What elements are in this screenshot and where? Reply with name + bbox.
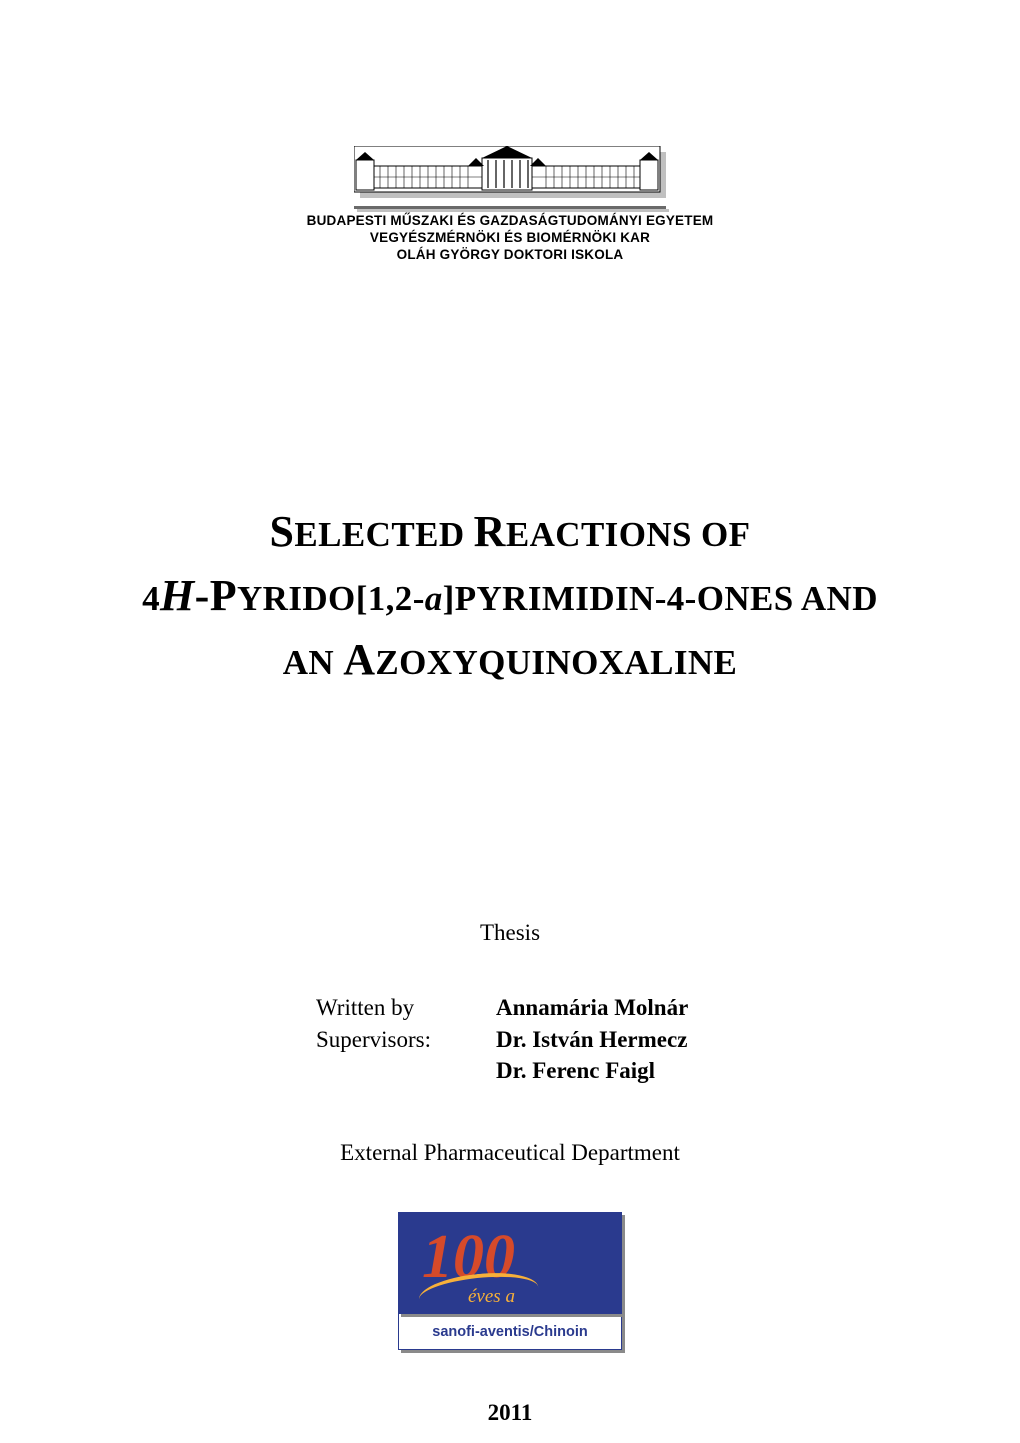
year: 2011 [0, 1400, 1020, 1426]
institution-line2: VEGYÉSZMÉRNÖKI ÉS BIOMÉRNÖKI KAR [0, 230, 1020, 247]
title-line-3: AN AZOXYQUINOXALINE [0, 628, 1020, 692]
anniversary-logo: 100 éves a sanofi-aventis/Chinoin [398, 1212, 622, 1350]
institution-logo [354, 146, 666, 198]
title-line-1: SELECTED REACTIONS OF [0, 500, 1020, 564]
supervisor-1: Dr. István Hermecz [496, 1024, 687, 1056]
written-by-value: Annamária Molnár [496, 992, 688, 1024]
supervisors-label: Supervisors: [316, 1024, 496, 1056]
anniversary-brand-text: sanofi-aventis/Chinoin [432, 1324, 588, 1340]
thesis-label: Thesis [0, 920, 1020, 946]
building-icon [354, 146, 666, 198]
anniversary-bottom-panel: sanofi-aventis/Chinoin [398, 1314, 622, 1350]
anniversary-top-panel: 100 éves a [398, 1212, 622, 1314]
title-block: SELECTED REACTIONS OF 4H-PYRIDO[1,2-a]PY… [0, 500, 1020, 691]
institution-line1: BUDAPESTI MŰSZAKI ÉS GAZDASÁGTUDOMÁNYI E… [0, 213, 1020, 230]
institution-text: BUDAPESTI MŰSZAKI ÉS GAZDASÁGTUDOMÁNYI E… [0, 213, 1020, 264]
anniversary-subtext: éves a [468, 1286, 515, 1308]
title-line-2: 4H-PYRIDO[1,2-a]PYRIMIDIN-4-ONES AND [0, 564, 1020, 628]
credits-block: Written by Annamária Molnár Supervisors:… [316, 992, 688, 1087]
page: BUDAPESTI MŰSZAKI ÉS GAZDASÁGTUDOMÁNYI E… [0, 0, 1020, 1443]
written-by-label: Written by [316, 992, 496, 1024]
logo-underline [354, 206, 666, 209]
supervisor-2: Dr. Ferenc Faigl [496, 1055, 655, 1087]
header-block: BUDAPESTI MŰSZAKI ÉS GAZDASÁGTUDOMÁNYI E… [0, 146, 1020, 264]
department-line: External Pharmaceutical Department [0, 1140, 1020, 1166]
institution-line3: OLÁH GYÖRGY DOKTORI ISKOLA [0, 247, 1020, 264]
blank-label [316, 1055, 496, 1087]
